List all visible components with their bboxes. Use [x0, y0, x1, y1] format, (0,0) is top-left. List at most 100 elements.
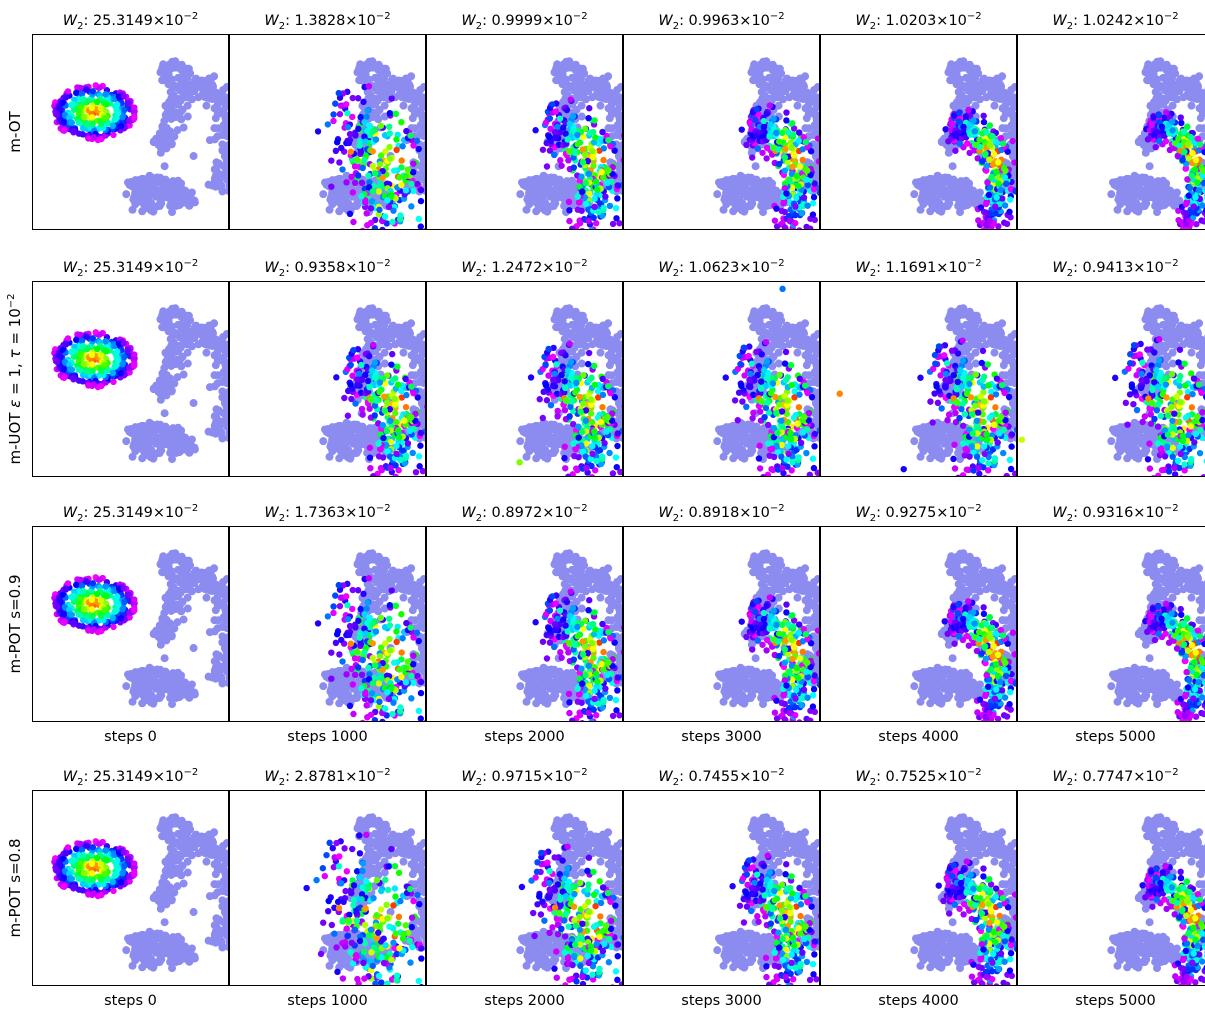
source-point	[332, 639, 340, 647]
source-point	[570, 164, 577, 171]
source-point	[983, 163, 990, 170]
source-point	[999, 195, 1006, 202]
source-point	[585, 206, 592, 213]
source-point	[1168, 370, 1176, 378]
source-point	[784, 158, 792, 166]
source-point	[997, 186, 1004, 194]
source-point	[1026, 436, 1032, 442]
source-point	[330, 117, 337, 125]
source-point	[981, 643, 989, 650]
source-point	[575, 434, 582, 441]
source-point	[566, 709, 573, 717]
source-point	[578, 428, 586, 436]
source-point	[722, 374, 729, 381]
source-point	[412, 417, 419, 425]
source-point	[359, 164, 366, 172]
source-point	[575, 199, 583, 206]
source-point	[407, 242, 413, 248]
source-points	[1143, 109, 1205, 230]
source-point	[83, 578, 90, 585]
source-point	[384, 448, 391, 455]
source-point	[588, 462, 595, 470]
source-point	[585, 698, 592, 705]
source-point	[1126, 360, 1134, 367]
source-point	[773, 621, 780, 629]
source-point	[617, 468, 623, 476]
source-point	[1003, 472, 1010, 477]
source-point	[314, 620, 322, 627]
source-point	[565, 157, 572, 164]
source-point	[770, 480, 776, 486]
source-point	[620, 132, 623, 139]
source-point	[375, 211, 382, 218]
source-point	[1189, 214, 1197, 222]
source-point	[804, 389, 811, 397]
source-point	[781, 700, 788, 708]
source-point	[754, 637, 761, 644]
source-point	[414, 672, 421, 680]
source-point	[981, 450, 988, 458]
source-point	[364, 377, 372, 385]
source-point	[574, 685, 581, 692]
source-point	[377, 445, 384, 453]
source-point	[1181, 467, 1188, 474]
source-point	[385, 615, 393, 622]
source-point	[592, 670, 600, 677]
source-point	[784, 374, 791, 381]
source-point	[783, 410, 791, 418]
source-point	[953, 398, 961, 406]
source-point	[365, 664, 372, 671]
source-point	[999, 482, 1005, 488]
source-points	[532, 588, 623, 722]
source-point	[740, 344, 747, 351]
source-point	[778, 453, 785, 460]
source-point	[377, 644, 385, 651]
source-point	[96, 576, 103, 583]
source-point	[1171, 464, 1178, 472]
source-point	[404, 166, 412, 173]
source-point	[752, 609, 759, 616]
source-point	[1007, 185, 1015, 193]
source-point	[787, 362, 795, 369]
source-point	[613, 463, 620, 471]
source-point	[978, 359, 985, 367]
source-point	[558, 162, 565, 169]
source-point	[569, 113, 577, 120]
source-point	[775, 630, 783, 637]
source-point	[917, 374, 924, 381]
source-point	[1199, 416, 1205, 424]
source-point	[349, 189, 357, 196]
row-label: m-UOT ε = 1, τ = 10−2	[6, 293, 24, 464]
source-point	[1125, 365, 1132, 372]
source-point	[376, 161, 384, 168]
source-point	[580, 371, 587, 379]
source-point	[120, 340, 128, 347]
source-point	[986, 122, 994, 129]
source-point	[70, 127, 78, 134]
source-point	[955, 474, 962, 477]
source-point	[557, 157, 564, 164]
source-point	[568, 374, 575, 381]
source-point	[1163, 109, 1170, 116]
source-point	[104, 119, 112, 127]
source-point	[546, 639, 554, 646]
source-point	[77, 103, 84, 111]
source-point	[981, 474, 988, 477]
source-point	[569, 246, 575, 252]
source-point	[738, 618, 745, 625]
source-point	[392, 375, 399, 382]
source-point	[782, 478, 788, 484]
source-point	[126, 117, 133, 125]
source-point	[1174, 152, 1182, 160]
source-point	[359, 227, 366, 230]
source-point	[800, 134, 807, 141]
source-point	[115, 585, 123, 592]
source-point	[361, 611, 368, 618]
source-point	[366, 179, 373, 186]
source-point	[600, 156, 607, 164]
source-point	[791, 388, 798, 395]
source-point	[591, 362, 598, 370]
source-point	[328, 675, 335, 682]
source-point	[970, 467, 977, 474]
